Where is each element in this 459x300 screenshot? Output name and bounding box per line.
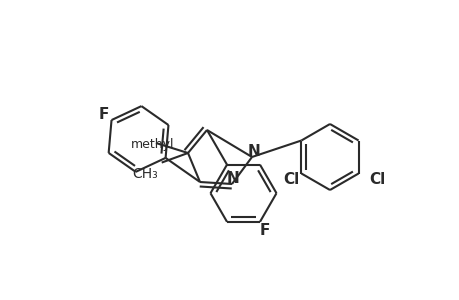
- Text: CH₃: CH₃: [132, 167, 157, 181]
- Text: methyl: methyl: [131, 138, 174, 151]
- Text: N: N: [226, 171, 239, 186]
- Text: F: F: [259, 223, 269, 238]
- Text: Cl: Cl: [282, 172, 298, 187]
- Text: Cl: Cl: [368, 172, 384, 187]
- Text: F: F: [98, 107, 108, 122]
- Text: N: N: [247, 144, 260, 159]
